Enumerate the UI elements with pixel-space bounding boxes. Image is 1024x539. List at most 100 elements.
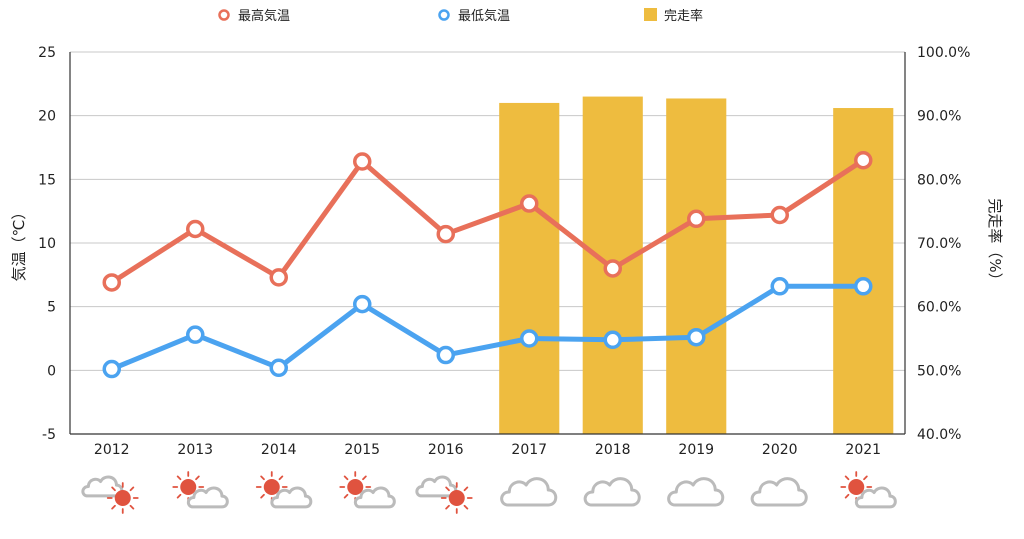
cloud-icon <box>583 477 641 507</box>
sun-icon <box>106 482 139 514</box>
sun-ray <box>129 504 135 510</box>
sun-disc <box>263 479 280 495</box>
sun-ray <box>343 493 349 499</box>
sun-ray <box>362 475 367 481</box>
weather-icon-cloudy <box>583 477 641 507</box>
y-tick-label: 15 <box>38 172 56 188</box>
cloud-icon <box>270 486 313 509</box>
line-series <box>102 150 873 379</box>
weather-icon-sunny-then-cloudy <box>339 471 396 509</box>
sun-disc <box>848 479 865 495</box>
data-point-1 <box>603 330 622 350</box>
grid-lines <box>70 51 905 435</box>
sun-icon <box>840 471 873 503</box>
y-tick-label: 0 <box>47 363 56 379</box>
legend-marker <box>644 8 657 21</box>
x-tick-label: 2013 <box>177 442 213 458</box>
sun-disc <box>180 479 197 495</box>
data-point-1 <box>770 277 789 296</box>
data-point-0 <box>353 152 372 171</box>
cloud-icon <box>81 475 124 498</box>
weather-icon-cloudy <box>500 477 558 507</box>
data-point-0 <box>436 224 455 244</box>
sun-disc <box>114 490 131 506</box>
sun-ray <box>445 486 450 492</box>
x-tick-label: 2015 <box>344 442 380 458</box>
legend-label: 完走率 <box>664 8 703 24</box>
axes: 2520151050-5100.0%90.0%80.0%70.0%60.0%50… <box>10 45 1004 458</box>
legend-label: 最低気温 <box>458 8 510 24</box>
sun-ray <box>260 475 265 481</box>
bar-completion-rate <box>499 102 560 434</box>
weather-icon-cloudy-then-sunny <box>81 475 139 514</box>
data-point-0 <box>269 268 288 287</box>
sun-ray <box>129 486 135 492</box>
legend-label: 最高気温 <box>238 8 290 24</box>
sun-ray <box>863 475 868 481</box>
y-right-tick-label: 40.0% <box>917 427 961 443</box>
legend: 最高気温 最低気温 完走率 <box>218 8 703 24</box>
data-point-0 <box>186 219 205 239</box>
weather-icon-sunny-then-cloudy <box>172 471 229 509</box>
sun-ray <box>844 493 850 499</box>
data-point-0 <box>687 209 706 229</box>
cloud-icon <box>667 477 725 507</box>
data-point-0 <box>102 273 121 292</box>
sun-ray <box>195 475 200 481</box>
sun-disc <box>448 490 465 506</box>
x-tick-label: 2019 <box>678 442 714 458</box>
data-point-1 <box>353 294 372 314</box>
weather-icon-cloudy <box>667 477 725 507</box>
x-tick-label: 2020 <box>762 442 798 458</box>
x-tick-label: 2017 <box>511 442 547 458</box>
weather-icons <box>81 471 897 514</box>
y-tick-label: 5 <box>47 300 56 316</box>
sun-ray <box>844 475 850 481</box>
cloud-icon <box>500 477 558 507</box>
sun-ray <box>278 475 284 481</box>
series-line-1 <box>109 283 866 372</box>
y-right-tick-label: 90.0% <box>917 109 961 125</box>
y-tick-label: -5 <box>42 427 56 443</box>
sun-ray <box>176 493 182 499</box>
y-tick-label: 25 <box>38 45 56 61</box>
bar-series <box>499 96 894 435</box>
data-point-1 <box>687 327 706 347</box>
sun-ray <box>111 486 116 492</box>
y-right-axis-title: 完走率（%） <box>986 198 1004 287</box>
x-tick-label: 2018 <box>595 442 631 458</box>
cloud-icon <box>353 486 396 509</box>
weather-icon-sunny-then-cloudy <box>255 471 313 509</box>
data-point-1 <box>186 325 205 344</box>
data-point-1 <box>520 329 539 348</box>
y-right-tick-label: 100.0% <box>917 45 970 61</box>
cloud-icon <box>186 486 229 509</box>
sun-ray <box>343 475 349 481</box>
data-point-0 <box>520 194 539 213</box>
y-right-tick-label: 50.0% <box>917 363 961 379</box>
y-right-tick-label: 60.0% <box>917 300 961 316</box>
legend-marker <box>218 9 230 21</box>
sun-ray <box>463 504 469 510</box>
sun-ray <box>260 493 265 499</box>
sun-ray <box>176 475 182 481</box>
data-point-1 <box>269 358 288 378</box>
weather-icon-cloudy <box>750 477 808 507</box>
sun-disc <box>347 479 364 495</box>
x-tick-label: 2014 <box>261 442 297 458</box>
weather-icon-cloudy-then-sunny <box>415 475 473 514</box>
series-line-0 <box>109 157 866 285</box>
data-point-1 <box>854 277 873 296</box>
sun-ray <box>463 486 469 492</box>
y-tick-label: 10 <box>38 236 56 252</box>
data-point-0 <box>854 150 873 170</box>
y-right-tick-label: 70.0% <box>917 236 961 252</box>
x-tick-label: 2016 <box>428 442 464 458</box>
data-point-1 <box>102 359 121 379</box>
y-axis-title: 気温（℃） <box>10 205 28 282</box>
data-point-0 <box>770 205 789 225</box>
x-tick-label: 2021 <box>845 442 881 458</box>
sun-ray <box>445 504 450 510</box>
